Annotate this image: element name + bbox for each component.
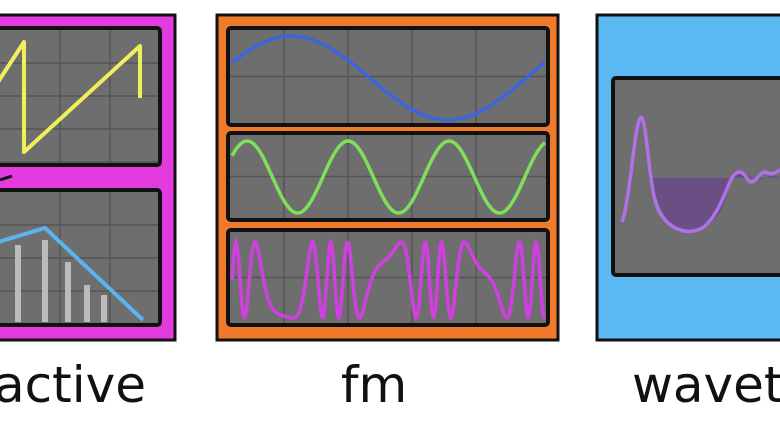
modulator-wave <box>230 139 547 215</box>
wave-fill <box>625 172 780 232</box>
label: fm <box>341 356 407 414</box>
grid <box>0 30 158 323</box>
knob-mark <box>0 174 13 182</box>
label: wavet <box>632 356 780 414</box>
carrier-wave <box>230 34 547 122</box>
wavetable-wave <box>620 115 780 234</box>
sawtooth-wave <box>0 40 142 154</box>
screen <box>611 76 780 277</box>
filter-envelope <box>0 225 145 322</box>
label: active <box>0 356 146 414</box>
harmonic-bars <box>15 240 107 322</box>
fm-wave <box>230 236 546 322</box>
